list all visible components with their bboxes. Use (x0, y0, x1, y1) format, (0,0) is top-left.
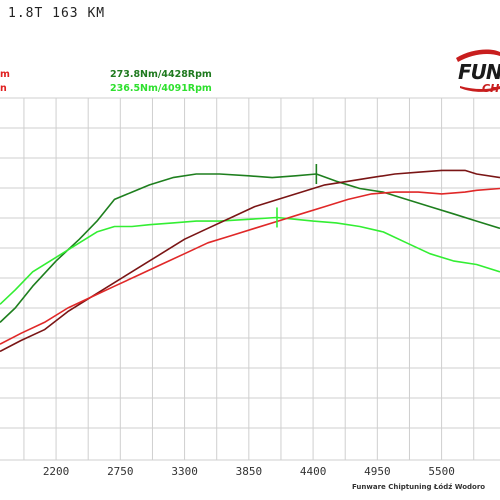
peak-label-light-green: 236.5Nm/4091Rpm (110, 83, 212, 94)
x-tick-label: 4400 (299, 465, 327, 478)
x-tick-label: 3300 (171, 465, 198, 478)
series-line-1 (0, 216, 500, 305)
series-line-3 (0, 187, 500, 345)
legend-fragment-2: n (0, 83, 7, 94)
legend-fragment-1: m (0, 69, 10, 80)
x-tick-label: 2750 (107, 465, 134, 478)
footer-credit: Funware Chiptuning Łódź Wodoro (352, 483, 486, 491)
chart-grid (0, 97, 500, 461)
brand-logo-text: FUN (458, 60, 500, 84)
series-line-0 (0, 173, 500, 323)
chart-series (0, 169, 500, 353)
series-line-2 (0, 169, 500, 353)
x-tick-label: 5500 (428, 465, 455, 478)
x-tick-label: 4950 (364, 465, 391, 478)
peak-markers (276, 164, 318, 228)
peak-label-dark-green: 273.8Nm/4428Rpm (110, 69, 212, 80)
x-tick-label: 3850 (235, 465, 263, 478)
x-tick-label: 2200 (42, 465, 70, 478)
chart-title: 1.8T 163 KM (8, 6, 106, 21)
brand-logo-subtext: CH (482, 82, 500, 95)
brand-logo-swoosh (456, 49, 500, 92)
